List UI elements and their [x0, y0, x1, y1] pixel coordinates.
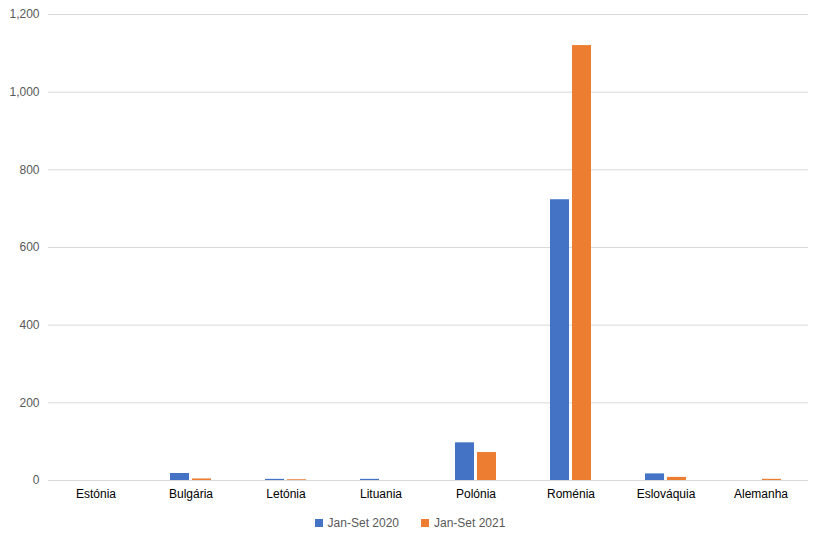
html-text:Jan-Set 2020: Jan-Set 2020 — [327, 516, 399, 530]
html-text:Jan-Set 2021: Jan-Set 2021 — [434, 516, 506, 530]
svg-text:1,200: 1,200 — [9, 7, 39, 21]
svg-text:Letónia: Letónia — [266, 487, 306, 501]
svg-text:600: 600 — [19, 240, 39, 254]
svg-text:Lituania: Lituania — [360, 487, 402, 501]
svg-text:1,000: 1,000 — [9, 85, 39, 99]
svg-text:Polónia: Polónia — [456, 487, 496, 501]
svg-text:Estónia: Estónia — [76, 487, 116, 501]
svg-text:0: 0 — [33, 473, 40, 487]
svg-text:Alemanha: Alemanha — [734, 487, 788, 501]
svg-text:200: 200 — [19, 396, 39, 410]
svg-text:Roménia: Roménia — [547, 487, 595, 501]
svg-text:800: 800 — [19, 163, 39, 177]
svg-text:400: 400 — [19, 318, 39, 332]
svg-text:Bulgária: Bulgária — [169, 487, 213, 501]
svg-text:Eslováquia: Eslováquia — [637, 487, 696, 501]
